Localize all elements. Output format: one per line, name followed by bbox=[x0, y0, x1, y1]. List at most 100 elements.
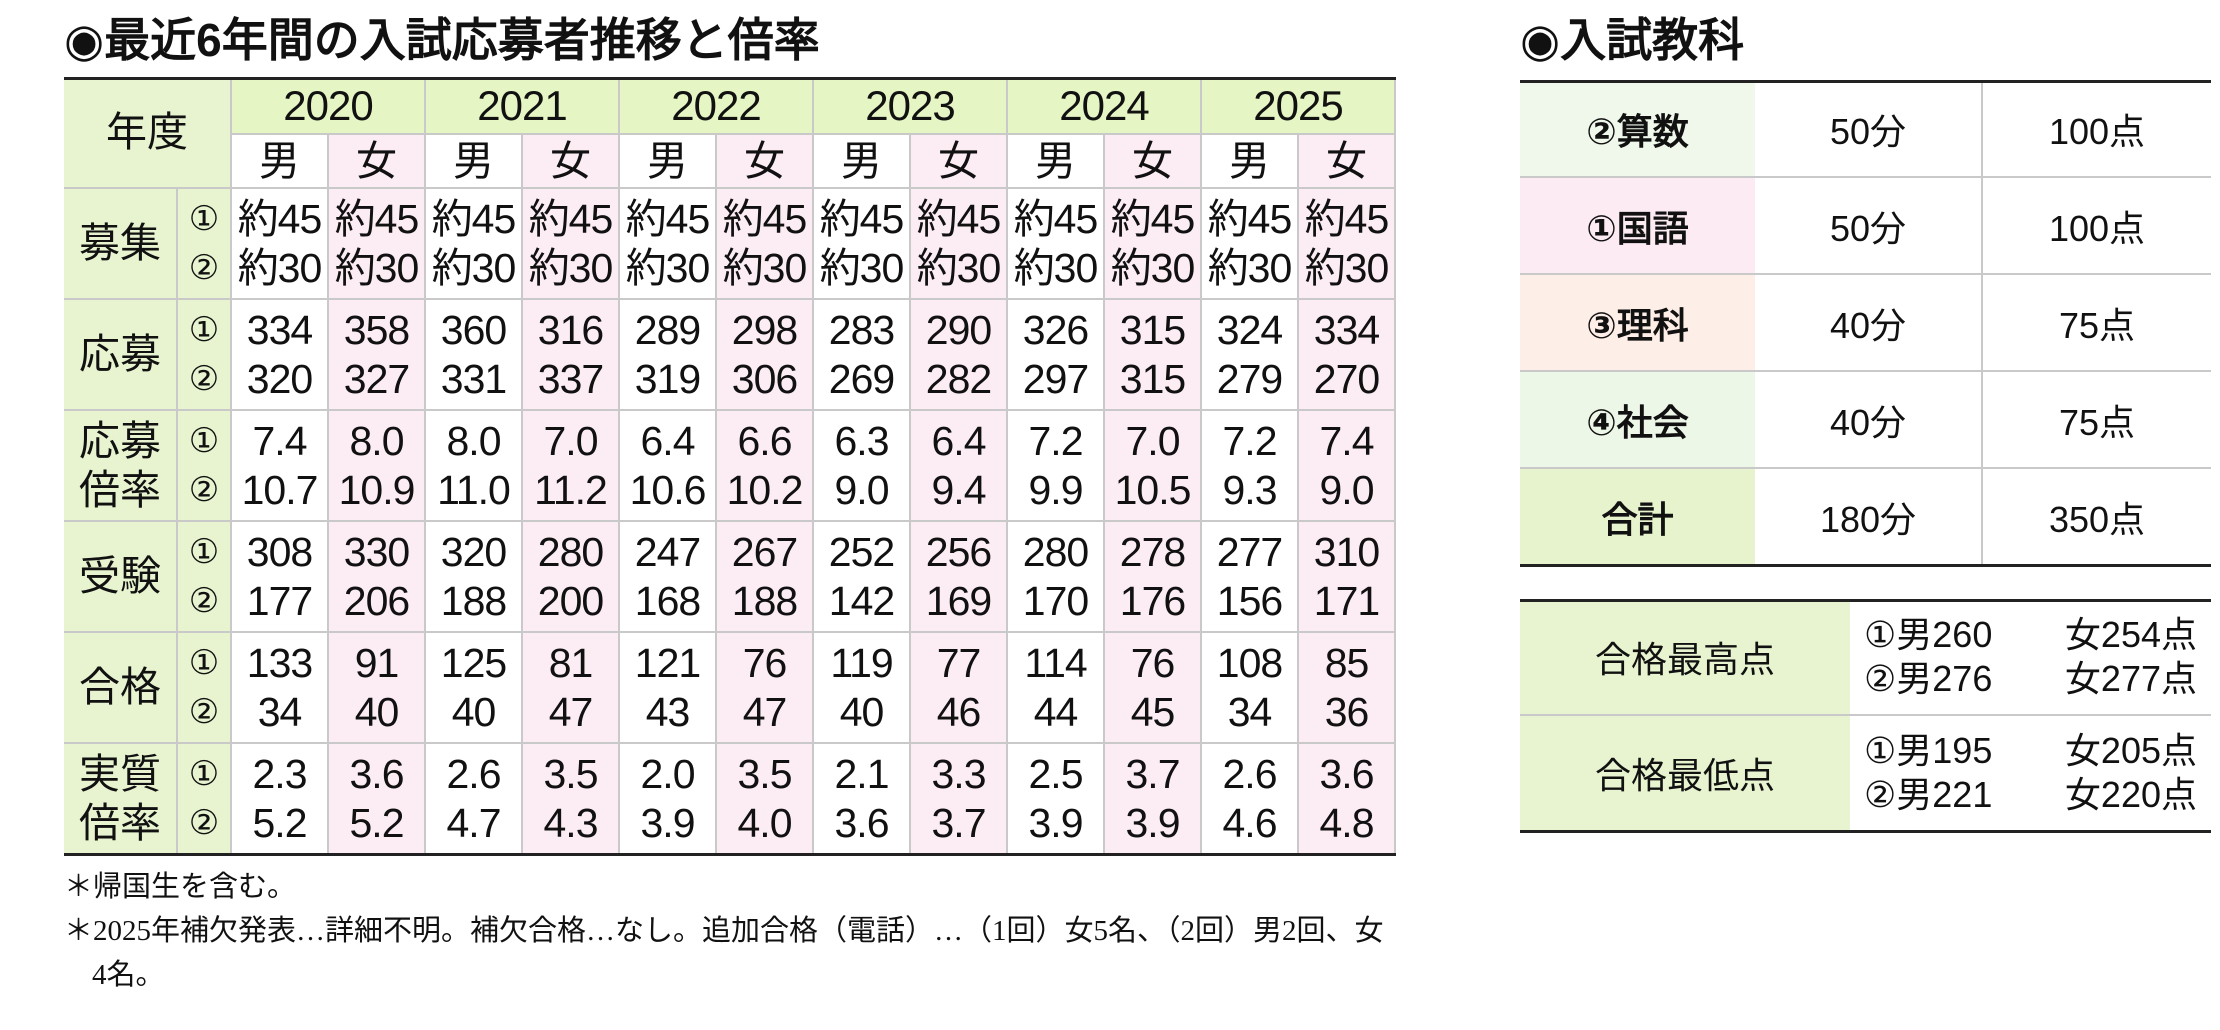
data-value: 約45 bbox=[916, 195, 1002, 242]
data-value: 119 bbox=[830, 639, 893, 686]
subject-name: ④社会 bbox=[1586, 401, 1689, 443]
data-value: 10.6 bbox=[629, 466, 707, 513]
subject-points-cell: 100点 bbox=[1983, 178, 2211, 275]
data-cell: 310 171 bbox=[1299, 522, 1396, 633]
round-text: ① bbox=[188, 310, 220, 349]
data-value: 326 bbox=[1022, 306, 1089, 353]
data-value: 約30 bbox=[1207, 244, 1293, 291]
section-title: ◉入試教科 bbox=[1520, 4, 1744, 70]
data-cell: 334 320 bbox=[232, 300, 329, 411]
year-text: 2021 bbox=[477, 82, 567, 129]
gender-cell: 男 bbox=[426, 135, 523, 189]
data-value: 316 bbox=[537, 306, 604, 353]
gender-cell: 女 bbox=[911, 135, 1008, 189]
data-value: 4.7 bbox=[446, 799, 502, 846]
score-line: ①男260 女254点 bbox=[1864, 613, 2197, 657]
data-value: 7.2 bbox=[1028, 417, 1084, 464]
subject-points: 350点 bbox=[2048, 498, 2146, 540]
data-cell: 2.6 4.6 bbox=[1202, 744, 1299, 855]
subject-points: 75点 bbox=[2058, 401, 2136, 443]
data-cell: 91 40 bbox=[329, 633, 426, 744]
data-value: 約45 bbox=[722, 195, 808, 242]
data-value: 7.4 bbox=[252, 417, 308, 464]
data-value: 46 bbox=[936, 688, 982, 735]
data-value: 45 bbox=[1130, 688, 1176, 735]
data-cell: 約45 約30 bbox=[717, 189, 814, 300]
data-value: 279 bbox=[1216, 355, 1283, 402]
data-value: 9.4 bbox=[931, 466, 987, 513]
data-value: 約45 bbox=[528, 195, 614, 242]
data-value: 約30 bbox=[1304, 244, 1390, 291]
data-value: 3.5 bbox=[737, 750, 793, 797]
data-value: 289 bbox=[634, 306, 701, 353]
data-value: 約45 bbox=[431, 195, 517, 242]
data-value: 約30 bbox=[334, 244, 420, 291]
data-cell: 7.4 9.0 bbox=[1299, 411, 1396, 522]
data-value: 283 bbox=[828, 306, 895, 353]
data-cell: 6.4 10.6 bbox=[620, 411, 717, 522]
data-value: 3.6 bbox=[1319, 750, 1375, 797]
subject-points: 100点 bbox=[2048, 207, 2146, 249]
data-value: 270 bbox=[1313, 355, 1380, 402]
data-cell: 320 188 bbox=[426, 522, 523, 633]
data-value: 約30 bbox=[625, 244, 711, 291]
score-value: ①男195 bbox=[1864, 730, 1993, 771]
data-value: 8.0 bbox=[349, 417, 405, 464]
data-value: 6.4 bbox=[640, 417, 696, 464]
score-value: 女277点 bbox=[2064, 658, 2197, 699]
note: ＊2025年補欠発表…詳細不明。補欠合格…なし。追加合格（電話）…（1回）女5名… bbox=[64, 915, 1384, 991]
data-cell: 77 46 bbox=[911, 633, 1008, 744]
data-value: 2.0 bbox=[640, 750, 696, 797]
subject-name-cell: ①国語 bbox=[1520, 178, 1755, 275]
data-value: 334 bbox=[1313, 306, 1380, 353]
data-value: 4.6 bbox=[1222, 799, 1278, 846]
data-value: 10.2 bbox=[726, 466, 804, 513]
data-value: 6.3 bbox=[834, 417, 890, 464]
subject-name: ①国語 bbox=[1586, 207, 1689, 249]
row-label: 受験 bbox=[64, 522, 178, 633]
score-value: 女220点 bbox=[2064, 774, 2197, 815]
data-value: 7.0 bbox=[1125, 417, 1181, 464]
gender-cell: 男 bbox=[814, 135, 911, 189]
data-value: 142 bbox=[828, 577, 895, 624]
data-value: 247 bbox=[634, 528, 701, 575]
data-value: 9.0 bbox=[1319, 466, 1375, 513]
data-cell: 3.3 3.7 bbox=[911, 744, 1008, 855]
data-cell: 約45 約30 bbox=[1299, 189, 1396, 300]
subject-bottom-rule bbox=[1520, 564, 2211, 567]
data-value: 252 bbox=[828, 528, 895, 575]
round-text: ② bbox=[188, 470, 220, 509]
data-value: 278 bbox=[1119, 528, 1186, 575]
data-value: 319 bbox=[634, 355, 701, 402]
data-value: 43 bbox=[645, 688, 691, 735]
data-value: 9.3 bbox=[1222, 466, 1278, 513]
data-value: 約45 bbox=[334, 195, 420, 242]
data-value: 9.9 bbox=[1028, 466, 1084, 513]
round-text: ② bbox=[188, 248, 220, 287]
data-value: 3.5 bbox=[543, 750, 599, 797]
subject-points-cell: 75点 bbox=[1983, 372, 2211, 469]
gender-text: 女 bbox=[744, 137, 785, 184]
data-value: 4.3 bbox=[543, 799, 599, 846]
data-value: 177 bbox=[246, 577, 313, 624]
data-cell: 2.0 3.9 bbox=[620, 744, 717, 855]
data-cell: 326 297 bbox=[1008, 300, 1105, 411]
gender-cell: 男 bbox=[1008, 135, 1105, 189]
data-cell: 約45 約30 bbox=[1105, 189, 1202, 300]
data-cell: 約45 約30 bbox=[426, 189, 523, 300]
data-value: 6.4 bbox=[931, 417, 987, 464]
gender-cell: 女 bbox=[1105, 135, 1202, 189]
row-label: 募集 bbox=[64, 189, 178, 300]
data-value: 3.3 bbox=[931, 750, 987, 797]
data-value: 269 bbox=[828, 355, 895, 402]
year-text: 2023 bbox=[865, 82, 955, 129]
table-top-rule bbox=[64, 77, 1396, 80]
data-cell: 約45 約30 bbox=[232, 189, 329, 300]
data-value: 91 bbox=[354, 639, 400, 686]
data-value: 297 bbox=[1022, 355, 1089, 402]
data-value: 34 bbox=[257, 688, 303, 735]
subject-name: ③理科 bbox=[1586, 304, 1689, 346]
subject-points: 100点 bbox=[2048, 110, 2146, 152]
